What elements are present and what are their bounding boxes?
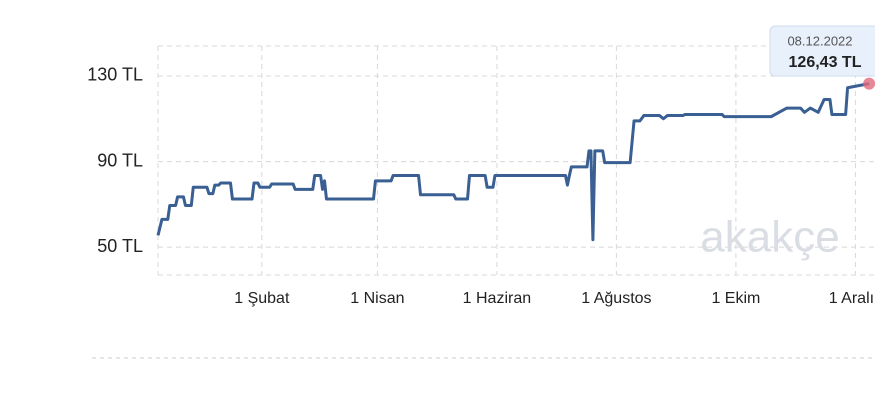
x-tick-label: 1 Nisan xyxy=(350,290,404,307)
x-tick-label: 1 Ekim xyxy=(711,290,760,307)
highlight-point xyxy=(863,77,875,90)
x-tick-label: 1 Şubat xyxy=(234,290,290,307)
plot xyxy=(156,77,875,242)
x-tick-label: 1 Aralık xyxy=(829,290,875,307)
y-tick-label: 130 TL xyxy=(87,65,143,85)
y-tick-label: 50 TL xyxy=(97,236,143,256)
tooltip-date: 08.12.2022 xyxy=(787,33,852,48)
grid xyxy=(158,46,875,275)
watermark: akakçe xyxy=(700,213,839,262)
tooltip-price: 126,43 TL xyxy=(789,54,862,71)
price-line xyxy=(156,82,870,242)
tooltip-box xyxy=(769,25,875,77)
x-tick-label: 1 Haziran xyxy=(463,290,531,307)
y-tick-label: 90 TL xyxy=(97,150,143,170)
x-tick-label: 1 Ağustos xyxy=(581,290,651,307)
